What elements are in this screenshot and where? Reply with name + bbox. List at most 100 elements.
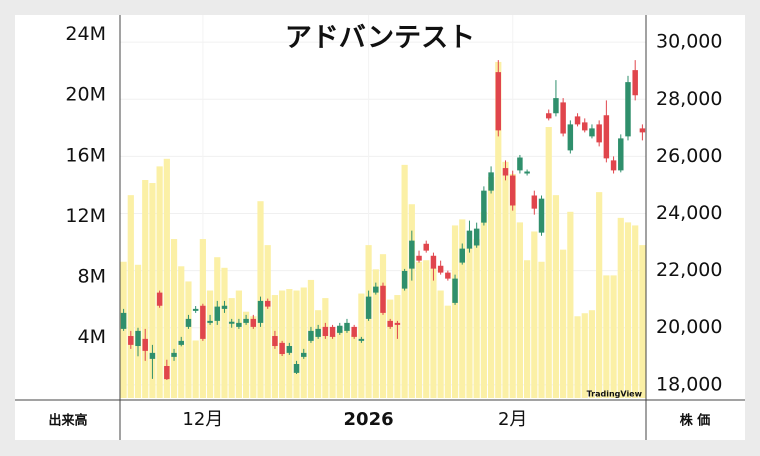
- candle-body: [473, 228, 480, 246]
- y-tick-label: 12M: [65, 205, 106, 227]
- volume-bar: [142, 180, 149, 398]
- volume-bar: [394, 295, 401, 398]
- volume-bar: [235, 290, 242, 398]
- y-axis-label: 出来高: [48, 413, 87, 429]
- volume-bar: [221, 267, 228, 398]
- candle-layer: [120, 60, 646, 381]
- candle-body: [236, 322, 242, 327]
- volume-bar: [466, 248, 473, 398]
- candle-body: [185, 318, 192, 327]
- volume-bar: [242, 311, 250, 398]
- candle-body: [221, 305, 228, 309]
- candle-body: [135, 330, 141, 347]
- x-tick-label: 2026: [344, 409, 394, 430]
- candle-body: [149, 352, 156, 359]
- candle-body: [243, 318, 249, 323]
- candle-body: [156, 292, 163, 306]
- volume-bar: [574, 316, 581, 398]
- candle-body: [618, 138, 624, 171]
- candle-body: [430, 255, 437, 269]
- candle-body: [531, 195, 538, 209]
- volume-bar: [516, 222, 524, 398]
- volume-bar: [495, 61, 502, 398]
- volume-bar: [473, 239, 480, 398]
- candle-body: [394, 322, 401, 325]
- candle-body: [603, 115, 610, 159]
- candle-body: [365, 296, 372, 319]
- volume-bar: [379, 254, 387, 398]
- volume-bar: [264, 245, 271, 398]
- volume-bar: [351, 334, 358, 398]
- candle-body: [358, 338, 365, 341]
- candle-body: [192, 308, 199, 311]
- candle-body: [387, 320, 393, 327]
- volume-bar: [163, 158, 170, 398]
- volume-bar: [408, 204, 415, 398]
- volume-bar: [531, 231, 538, 398]
- candle-body: [574, 116, 581, 125]
- candle-body: [437, 265, 444, 273]
- y2-tick-label: 30,000: [656, 31, 722, 53]
- volume-bar: [329, 335, 336, 398]
- candle-body: [509, 175, 516, 206]
- candle-body: [538, 198, 545, 233]
- volume-bar: [149, 183, 156, 398]
- volume-bar: [538, 261, 545, 398]
- candle-body: [301, 352, 307, 357]
- candle-body: [639, 128, 646, 133]
- y2-tick-label: 26,000: [656, 145, 722, 167]
- volume-bar: [214, 257, 221, 398]
- candle-body: [264, 300, 271, 307]
- candle-body: [481, 190, 487, 223]
- candle-body: [589, 128, 595, 137]
- volume-bar: [509, 173, 516, 398]
- candle-body: [164, 366, 170, 380]
- candle-body: [315, 328, 321, 337]
- candle-body: [423, 243, 429, 251]
- volume-bar: [170, 239, 178, 398]
- candle-body: [344, 322, 350, 331]
- volume-bar: [322, 298, 329, 398]
- volume-bar: [178, 266, 185, 398]
- volume-bar: [192, 340, 199, 398]
- volume-bar: [567, 211, 574, 398]
- y2-tick-label: 24,000: [656, 202, 722, 224]
- y2-tick-label: 18,000: [656, 373, 722, 395]
- volume-bar: [480, 211, 487, 398]
- candle-body: [272, 336, 278, 347]
- candle-body: [416, 255, 422, 261]
- candle-body: [322, 326, 329, 337]
- y-tick-label: 16M: [65, 144, 106, 166]
- volume-bar: [451, 225, 459, 398]
- volume-bar: [502, 161, 509, 398]
- volume-bar: [343, 329, 351, 398]
- volume-bar: [315, 310, 322, 398]
- candle-body: [142, 338, 148, 351]
- candle-body: [524, 171, 530, 174]
- volume-bar: [581, 313, 588, 398]
- volume-bar: [206, 290, 214, 398]
- candle-body: [308, 330, 314, 341]
- y2-axis-label: 株 価: [680, 413, 711, 429]
- volume-bar: [423, 260, 430, 398]
- candle-body: [610, 160, 617, 171]
- candle-body: [279, 342, 285, 355]
- y-tick-label: 4M: [78, 326, 106, 348]
- candle-body: [120, 312, 127, 329]
- x-tick-label: 12月: [182, 409, 223, 430]
- candle-body: [293, 364, 300, 373]
- y2-tick-label: 20,000: [656, 316, 722, 338]
- candle-body: [214, 306, 221, 321]
- candle-body: [452, 278, 458, 303]
- volume-bar: [415, 261, 423, 398]
- candle-body: [625, 82, 631, 137]
- candle-body: [373, 286, 379, 293]
- candle-body: [596, 124, 602, 143]
- volume-bar: [639, 245, 646, 398]
- candle-body: [250, 318, 257, 327]
- volume-bar: [387, 299, 394, 398]
- candle-body: [459, 248, 465, 263]
- chart-title: アドバンテスト: [285, 23, 475, 54]
- candle-body: [560, 102, 566, 134]
